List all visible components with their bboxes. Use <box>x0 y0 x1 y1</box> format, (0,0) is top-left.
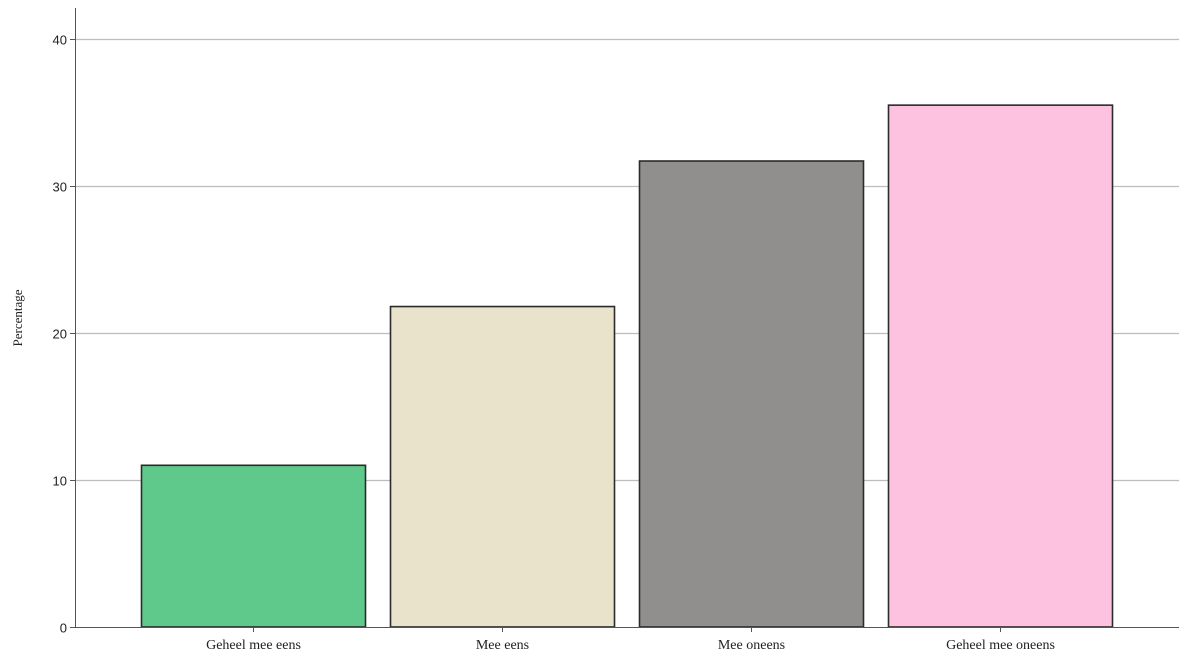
y-tick-label: 0 <box>60 621 67 636</box>
bars <box>140 104 1114 628</box>
y-tick-label: 40 <box>53 33 67 48</box>
x-tick-labels: Geheel mee eens Mee eens Mee oneens Geheel … <box>206 627 1055 653</box>
bar-mee-oneens <box>638 160 865 628</box>
x-tick-label: Mee oneens <box>718 638 785 653</box>
y-tick-labels: 0 10 20 30 40 <box>53 33 75 636</box>
y-tick-label: 30 <box>53 180 67 195</box>
bar-geheel-mee-eens <box>140 464 367 628</box>
bar-mee-eens <box>389 305 616 628</box>
y-tick-label: 20 <box>53 327 67 342</box>
x-tick-label: Geheel mee eens <box>206 638 301 653</box>
y-tick-label: 10 <box>53 474 67 489</box>
bar-geheel-mee-oneens <box>887 104 1114 628</box>
x-tick-label: Mee eens <box>476 638 529 653</box>
axes <box>75 8 1179 628</box>
y-axis-title: Percentage <box>10 289 25 346</box>
x-tick-label: Geheel mee oneens <box>946 638 1055 653</box>
